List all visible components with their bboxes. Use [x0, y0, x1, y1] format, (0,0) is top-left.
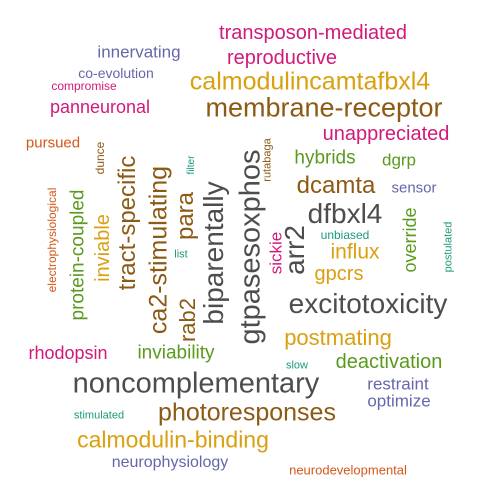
- word-dgrp: dgrp: [381, 150, 417, 170]
- word-calmodulincamtafbxl4: calmodulincamtafbxl4: [189, 67, 431, 96]
- word-panneuronal: panneuronal: [49, 97, 151, 117]
- word-pursued: pursued: [25, 134, 81, 152]
- word-neurophysiology: neurophysiology: [111, 454, 229, 471]
- word-para: para: [172, 191, 199, 241]
- word-gtpasesoxphos: gtpasesoxphos: [234, 149, 267, 345]
- word-rhodopsin: rhodopsin: [28, 343, 108, 363]
- word-ca2-stimulating: ca2-stimulating: [144, 165, 173, 335]
- word-tract-specific: tract-specific: [114, 155, 141, 291]
- word-neurodevelopmental: neurodevelopmental: [289, 462, 407, 478]
- word-sickie: sickie: [266, 231, 286, 275]
- word-sensor: sensor: [391, 179, 437, 197]
- word-restraint: restraint: [367, 374, 429, 394]
- word-hybrids: hybrids: [294, 147, 356, 169]
- word-list: list: [174, 248, 188, 261]
- word-membrane-receptor: membrane-receptor: [205, 92, 443, 123]
- word-postulated: postulated: [442, 221, 455, 273]
- word-noncomplementary: noncomplementary: [72, 367, 320, 400]
- word-protein-coupled: protein-coupled: [67, 189, 89, 321]
- word-reproductive: reproductive: [226, 47, 338, 69]
- word-filter: filter: [186, 155, 197, 175]
- word-influx: influx: [330, 240, 380, 264]
- word-co-evolution: co-evolution: [78, 65, 154, 81]
- word-slow: slow: [285, 359, 309, 372]
- word-compromise: compromise: [51, 79, 117, 93]
- word-deactivation: deactivation: [335, 351, 443, 373]
- word-inviable: inviable: [92, 214, 114, 282]
- word-innervating: innervating: [97, 42, 181, 62]
- word-rab2: rab2: [175, 297, 200, 343]
- word-dfbxl4: dfbxl4: [307, 198, 383, 229]
- word-stimulated: stimulated: [73, 409, 125, 422]
- word-biparentally: biparentally: [198, 181, 229, 325]
- word-postmating: postmating: [284, 325, 392, 350]
- word-dcamta: dcamta: [296, 172, 376, 199]
- word-gpcrs: gpcrs: [314, 263, 364, 285]
- word-calmodulin-binding: calmodulin-binding: [77, 426, 269, 453]
- word-electrophysiological: electrophysiological: [45, 187, 59, 293]
- word-override: override: [400, 207, 420, 273]
- word-excitotoxicity: excitotoxicity: [288, 288, 448, 319]
- word-photoresponses: photoresponses: [158, 398, 336, 427]
- word-transposon-mediated: transposon-mediated: [219, 22, 407, 44]
- word-unbiased: unbiased: [320, 228, 370, 242]
- word-inviability: inviability: [137, 342, 215, 364]
- word-unappreciated: unappreciated: [322, 123, 450, 145]
- word-optimize: optimize: [367, 391, 431, 411]
- word-dunce: dunce: [93, 141, 107, 175]
